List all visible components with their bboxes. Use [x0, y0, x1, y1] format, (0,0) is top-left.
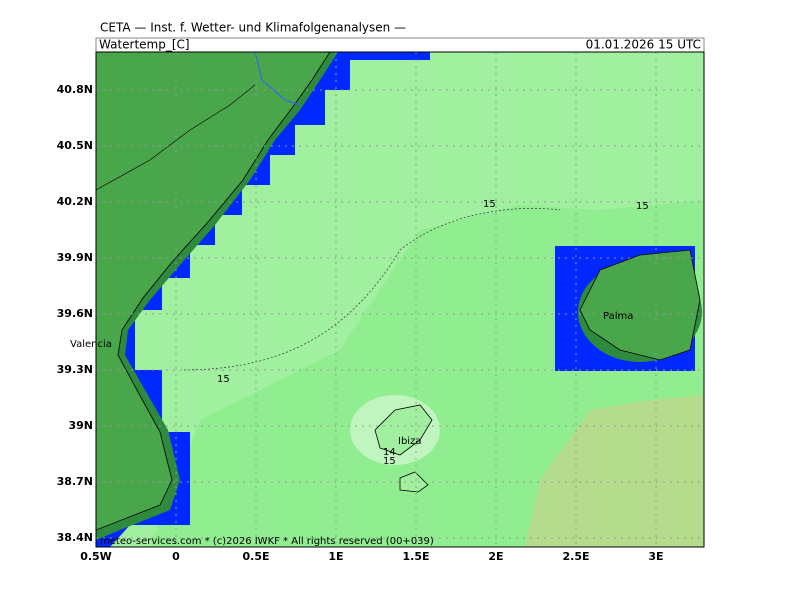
map-area — [96, 52, 704, 547]
lat-tick-label: 38.4N — [57, 531, 93, 544]
sea-olive — [525, 395, 704, 547]
lon-tick-label: 2.5E — [562, 550, 589, 563]
lon-tick-label: 0 — [172, 550, 180, 563]
mainland — [96, 52, 331, 531]
footer: meteo-services.com * (c)2026 IWKF * All … — [100, 536, 434, 547]
contour-label: 15 — [217, 374, 230, 385]
lon-tick-label: 1E — [328, 550, 343, 563]
lon-tick-label: 0.5E — [242, 550, 269, 563]
lat-tick-label: 39.9N — [57, 251, 93, 264]
lat-tick-label: 40.5N — [57, 139, 93, 152]
variable: Watertemp_[C] — [99, 38, 190, 52]
formentera — [399, 471, 429, 493]
border — [96, 84, 256, 191]
lon-tick-label: 2E — [488, 550, 503, 563]
contour-label: 15 — [483, 199, 496, 210]
isotherm — [179, 208, 561, 371]
place-label: Valencia — [70, 339, 112, 350]
contour-label: 14 — [383, 447, 396, 458]
lon-tick-label: 3E — [648, 550, 663, 563]
mallorca — [579, 249, 701, 361]
lon-tick-label: 0.5W — [80, 550, 112, 563]
lat-tick-label: 40.2N — [57, 195, 93, 208]
contour-label: 15 — [383, 456, 396, 467]
frame — [95, 51, 705, 548]
lat-tick-label: 39N — [68, 419, 93, 432]
river — [254, 52, 301, 106]
contour-label: 15 — [636, 201, 649, 212]
lat-tick-label: 38.7N — [57, 475, 93, 488]
place-label: Ibiza — [398, 436, 421, 447]
ibiza — [374, 404, 433, 456]
lat-tick-label: 40.8N — [57, 83, 93, 96]
lon-tick-label: 1.5E — [402, 550, 429, 563]
lat-tick-label: 39.6N — [57, 307, 93, 320]
title: CETA — Inst. f. Wetter- und Klimafolgena… — [100, 21, 406, 35]
place-label: Palma — [603, 311, 633, 322]
lat-tick-label: 39.3N — [57, 363, 93, 376]
labels: 0.5W 0 0.5E 1E 1.5E 2E 2.5E 3E 40.8N 40.5N 40.2N 39… — [57, 83, 664, 563]
datetime: 01.01.2026 15 UTC — [586, 38, 701, 52]
